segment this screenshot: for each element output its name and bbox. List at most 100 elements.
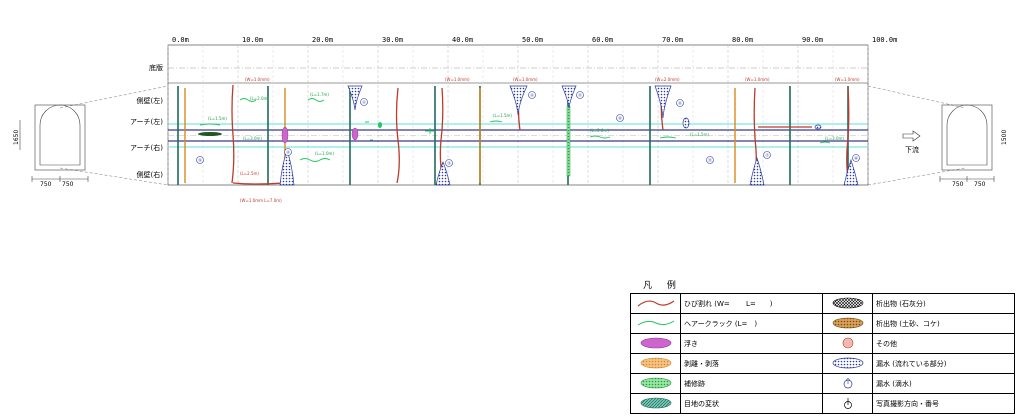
annotation-l6: (L=1.0m) xyxy=(315,151,334,156)
scale-label: 20.0m xyxy=(312,36,333,44)
annotation-w5: (W=1.0mm) xyxy=(745,77,770,82)
other-symbol-icon xyxy=(821,333,874,354)
annotations: (W=1.0mm) (W=1.0mm) (W=1.0mm) (W=2.0mm) … xyxy=(208,77,860,203)
grid-lines xyxy=(167,45,869,185)
leak-drip-icon xyxy=(821,373,874,394)
row-label-arch-right: アーチ(右) xyxy=(130,143,163,152)
photo-marker-number: ⑩ xyxy=(618,116,622,121)
row-label-sidewall-left: 側壁(左) xyxy=(137,96,164,105)
annotation-l2: (L=1.7m) xyxy=(310,92,329,97)
leak-flowing-icon xyxy=(821,353,874,374)
photo-marker-icon xyxy=(706,156,714,164)
legend-row: 補修跡 漏水 (滴水) xyxy=(629,373,1015,394)
legend-label: 析出物 (土砂、コケ) xyxy=(872,313,1015,334)
legend-label: ひび割れ (W= L= ) xyxy=(680,293,823,314)
row-labels: 底版 側壁(左) アーチ(左) アーチ(右) 側壁(右) xyxy=(130,63,163,179)
legend-title: 凡 例 xyxy=(643,281,682,291)
photo-marker-number: ③ xyxy=(447,161,451,166)
annotation-w2: (W=1.0mm) xyxy=(445,77,470,82)
legend-table: ひび割れ (W= L= ) 析出物 (石灰分) ヘアークラック (L= ) 析出… xyxy=(629,293,1015,414)
legend-label: 補修跡 xyxy=(680,373,823,394)
left-width-2: 750 xyxy=(62,181,74,188)
photo-marker-number: ⑤ xyxy=(578,93,582,98)
legend-row: ひび割れ (W= L= ) 析出物 (石灰分) xyxy=(629,293,1015,314)
photo-marker-number: ⑧ xyxy=(854,156,858,161)
legend-label: 浮き xyxy=(680,333,823,354)
annotation-l5: (L=2.5m) xyxy=(240,171,259,176)
legend-row: 浮き その他 xyxy=(629,333,1015,354)
photo-marker-icon xyxy=(852,154,860,162)
hair-cracks xyxy=(199,98,831,162)
float-symbol-icon xyxy=(629,333,682,354)
photo-marker-icon xyxy=(576,91,584,99)
legend-label: 漏水 (滴水) xyxy=(872,373,1015,394)
legend-row: 目地の変状 写真撮影方向・番号 xyxy=(629,393,1015,414)
annotation-w3: (W=1.0mm) xyxy=(513,77,538,82)
scale-label: 90.0m xyxy=(802,36,823,44)
legend-label: ヘアークラック (L= ) xyxy=(680,313,823,334)
photo-marker-number: ⑦ xyxy=(765,153,769,158)
leak-shapes xyxy=(279,85,859,186)
scale-label: 80.0m xyxy=(732,36,753,44)
scale-label: 100.0m xyxy=(872,36,897,44)
scale-label: 0.0m xyxy=(172,36,189,44)
float-marks xyxy=(281,126,359,144)
annotation-l8: (L=2.0m) xyxy=(590,128,609,133)
left-height-label: 1650 xyxy=(13,130,20,145)
row-label-sidewall-right: 側壁(右) xyxy=(137,170,164,179)
scale-label: 70.0m xyxy=(662,36,683,44)
annotation-w7: (W=1.0mm L=7.0m) xyxy=(240,198,282,203)
annotation-w1: (W=1.0mm) xyxy=(245,77,270,82)
legend-label: 目地の変状 xyxy=(680,393,823,414)
photo-marker-icon xyxy=(445,159,453,167)
lime-deposit-icon xyxy=(821,293,874,314)
annotation-l4: (L=3.0m) xyxy=(243,136,262,141)
photo-marker-number: ① xyxy=(362,100,366,105)
photo-marker-icon xyxy=(360,98,368,106)
annotation-l9: (L=3.0m) xyxy=(825,136,844,141)
photo-direction-icon xyxy=(821,393,874,414)
scale-label: 30.0m xyxy=(382,36,403,44)
right-width-1: 750 xyxy=(952,181,964,188)
joint-symbol-icon xyxy=(629,393,682,414)
scale-label: 50.0m xyxy=(522,36,543,44)
photo-marker-icon xyxy=(763,151,771,159)
repair-symbol-icon xyxy=(629,373,682,394)
legend-row: 剥離・剥落 漏水 (流れている部分) xyxy=(629,353,1015,374)
legend-label: その他 xyxy=(872,333,1015,354)
right-width-2: 750 xyxy=(974,181,986,188)
photo-marker-number: ④ xyxy=(530,93,534,98)
left-cross-section xyxy=(19,104,89,182)
photo-marker-number: ⑥ xyxy=(678,101,682,106)
scale-label: 40.0m xyxy=(452,36,473,44)
annotation-l3: (L=1.5m) xyxy=(208,116,227,121)
annotation-l7: (L=1.5m) xyxy=(493,113,512,118)
right-section-labels: 1500 750 750 xyxy=(952,130,1008,188)
legend-label: 析出物 (石灰分) xyxy=(872,293,1015,314)
photo-marker-number: ② xyxy=(286,150,290,155)
flow-arrow-icon xyxy=(902,130,921,142)
photo-marker-number: ⑪ xyxy=(708,157,712,163)
legend-label: 漏水 (流れている部分) xyxy=(872,353,1015,374)
row-label-floor: 底版 xyxy=(149,63,163,72)
annotation-w6: (W=1.0mm) xyxy=(835,77,860,82)
projection-lines xyxy=(59,85,966,186)
annotation-w4: (W=2.0mm) xyxy=(655,77,680,82)
photo-markers: ① ② ③ ④ ⑤ ⑥ ⑦ ⑧ ⑨ ⑩ ⑪ xyxy=(196,91,860,167)
left-width-1: 750 xyxy=(40,181,52,188)
photo-marker-icon xyxy=(196,156,204,164)
spall-symbol-icon xyxy=(629,353,682,374)
row-label-arch-left: アーチ(左) xyxy=(130,117,163,126)
flow-direction: 下流 xyxy=(902,130,921,154)
legend-row: ヘアークラック (L= ) 析出物 (土砂、コケ) xyxy=(629,313,1015,334)
right-height-label: 1500 xyxy=(1001,130,1008,145)
flow-label: 下流 xyxy=(905,145,919,154)
photo-marker-icon xyxy=(284,148,292,156)
scale-label: 60.0m xyxy=(592,36,613,44)
right-cross-section xyxy=(939,104,995,182)
photo-marker-icon xyxy=(676,99,684,107)
photo-marker-icon xyxy=(616,114,624,122)
left-section-labels: 1650 750 750 xyxy=(13,130,74,188)
legend-label: 剥離・剥落 xyxy=(680,353,823,374)
